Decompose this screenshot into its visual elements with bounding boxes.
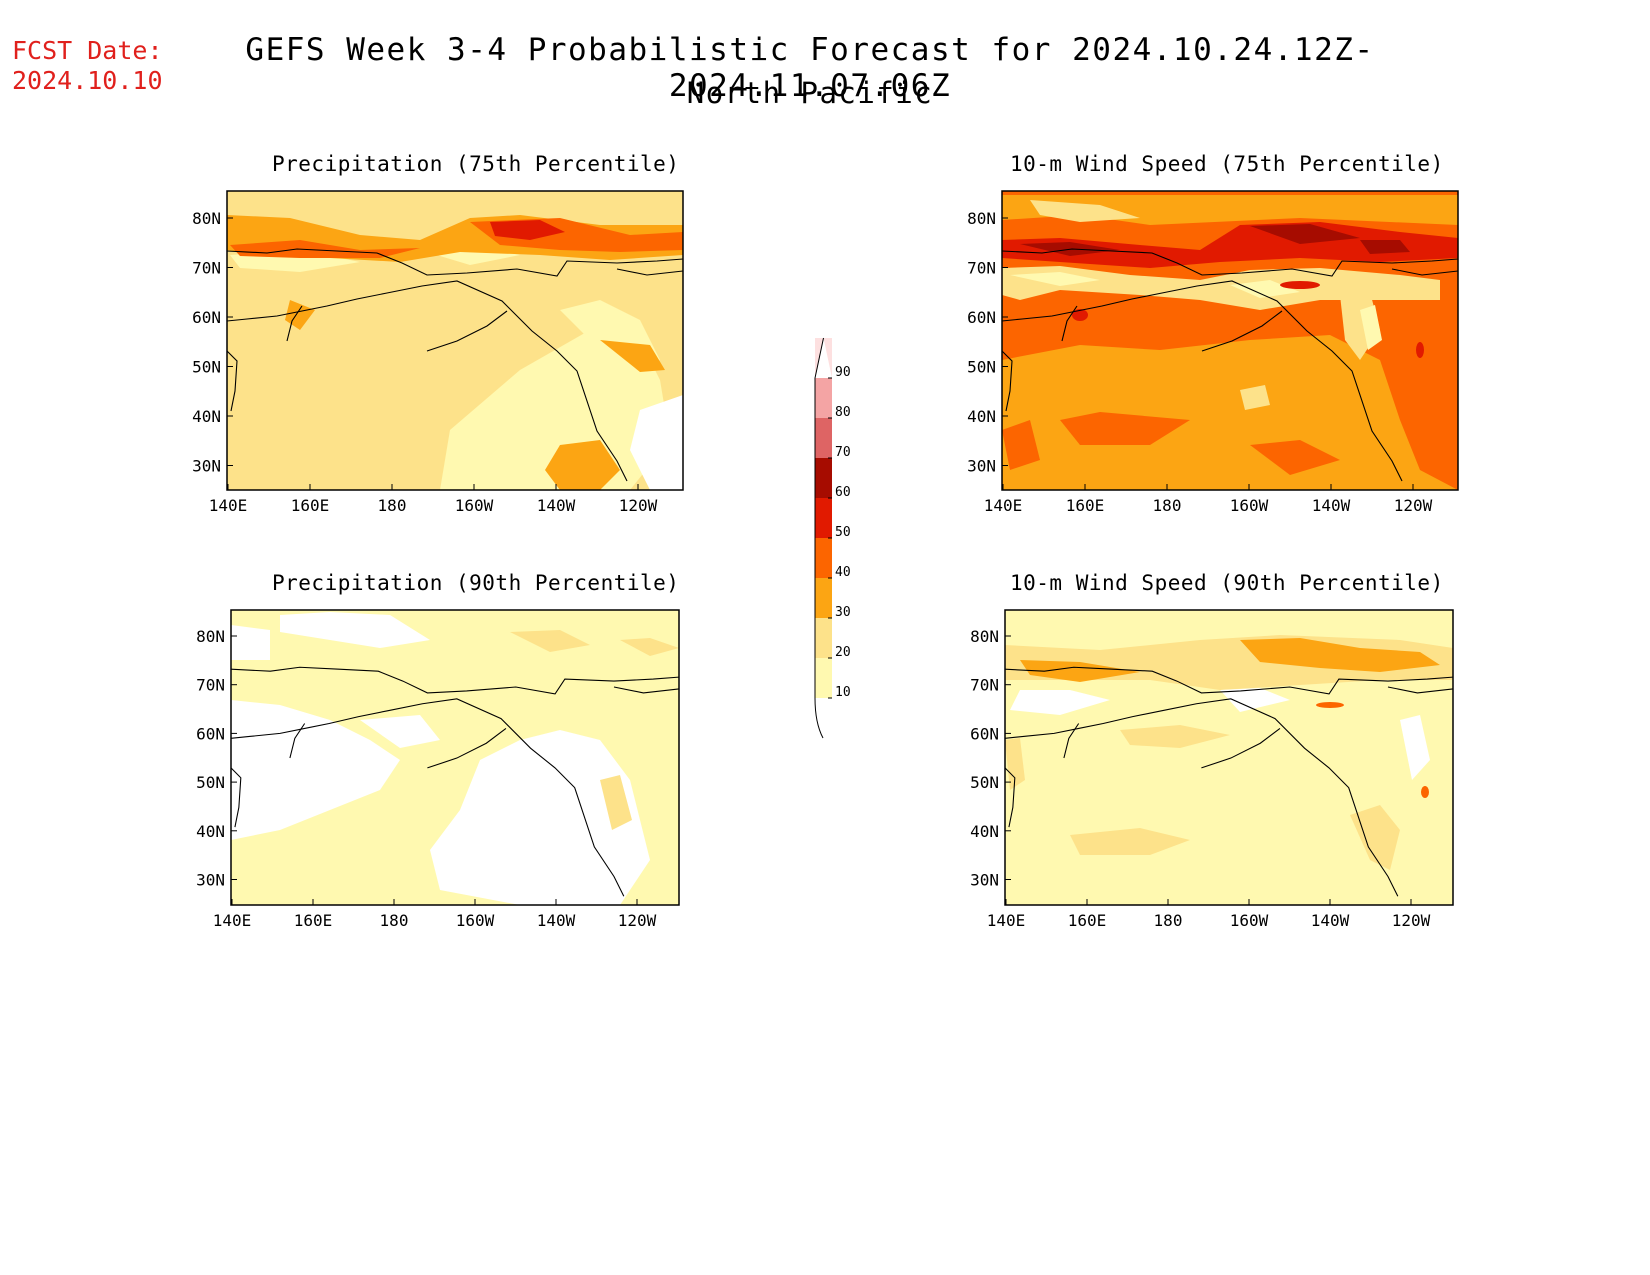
lat-tick-label: 50N bbox=[970, 773, 999, 792]
legend-outline bbox=[814, 337, 824, 739]
frame-precip-75th bbox=[226, 190, 684, 491]
lat-tick-label: 30N bbox=[196, 871, 225, 890]
legend-label: 60 bbox=[835, 485, 851, 500]
region-subtitle: North Pacific bbox=[686, 76, 934, 110]
lon-tick-label: 180 bbox=[380, 911, 409, 930]
frame-precip-90th bbox=[230, 609, 680, 906]
legend-label: 90 bbox=[835, 365, 851, 380]
legend-swatch bbox=[815, 618, 832, 658]
lat-tick-label: 30N bbox=[970, 871, 999, 890]
legend-label: 80 bbox=[835, 405, 851, 420]
frame-wind-75th bbox=[1001, 190, 1459, 491]
coastline-precip-75th bbox=[226, 248, 684, 482]
lon-tick-label: 140W bbox=[537, 496, 576, 515]
axis-labels: 140E 160E 180 160W 140W 120W 80N 70N 60N 50N 40N 30… bbox=[192, 209, 1433, 930]
lon-tick-label: 140W bbox=[537, 911, 576, 930]
legend-swatch bbox=[815, 378, 832, 418]
lat-tick-label: 60N bbox=[196, 724, 225, 743]
lon-tick-label: 120W bbox=[1394, 496, 1433, 515]
lon-tick-label: 160W bbox=[1230, 496, 1269, 515]
lon-tick-label: 140E bbox=[213, 911, 252, 930]
panel-title: Precipitation (90th Percentile) bbox=[272, 571, 680, 595]
precip-75th-field bbox=[227, 191, 683, 490]
coastline-wind-90th bbox=[1004, 666, 1453, 897]
lat-tick-label: 80N bbox=[192, 209, 221, 228]
frame-wind-90th bbox=[1004, 609, 1454, 906]
page-title: GEFS Week 3-4 Probabilistic Forecast for… bbox=[245, 32, 1375, 104]
lat-tick-label: 50N bbox=[196, 773, 225, 792]
legend-label: 20 bbox=[835, 645, 851, 660]
precip-90th-field bbox=[231, 610, 679, 905]
lat-tick-label: 30N bbox=[192, 457, 221, 476]
panel-title: Precipitation (75th Percentile) bbox=[272, 152, 680, 176]
lon-tick-label: 140E bbox=[209, 496, 248, 515]
lon-tick-label: 180 bbox=[378, 496, 407, 515]
lon-tick-label: 120W bbox=[619, 496, 658, 515]
lon-tick-label: 140W bbox=[1311, 911, 1350, 930]
lat-tick-label: 60N bbox=[970, 724, 999, 743]
lon-tick-label: 140E bbox=[987, 911, 1026, 930]
lat-tick-label: 40N bbox=[196, 822, 225, 841]
coastline-wind-75th bbox=[1001, 248, 1459, 482]
wind-75th-field bbox=[1002, 191, 1458, 490]
panel-title: 10-m Wind Speed (90th Percentile) bbox=[1010, 571, 1444, 595]
legend-label: 40 bbox=[835, 565, 851, 580]
legend-swatch bbox=[815, 658, 832, 698]
lat-tick-label: 50N bbox=[192, 358, 221, 377]
forecast-date-block: FCST Date: 2024.10.10 bbox=[12, 36, 163, 96]
lon-tick-label: 140E bbox=[984, 496, 1023, 515]
legend-label: 70 bbox=[835, 445, 851, 460]
map-frames bbox=[226, 190, 1459, 906]
forecast-date-label: FCST Date: bbox=[12, 36, 163, 65]
legend-label: 50 bbox=[835, 525, 851, 540]
lat-tick-label: 80N bbox=[970, 627, 999, 646]
lon-tick-label: 160W bbox=[456, 911, 495, 930]
lon-tick-label: 120W bbox=[618, 911, 657, 930]
lat-tick-label: 50N bbox=[967, 358, 996, 377]
lon-tick-label: 180 bbox=[1153, 496, 1182, 515]
panel-title: 10-m Wind Speed (75th Percentile) bbox=[1010, 152, 1444, 176]
legend-top-cap bbox=[815, 338, 832, 378]
lon-tick-label: 160W bbox=[1230, 911, 1269, 930]
legend-label: 30 bbox=[835, 605, 851, 620]
legend-label: 10 bbox=[835, 685, 851, 700]
color-legend: 10 20 30 40 50 60 70 80 90 bbox=[814, 337, 851, 739]
legend-swatch bbox=[815, 498, 832, 538]
coastline-precip-90th bbox=[230, 666, 679, 897]
coastlines bbox=[226, 248, 1459, 897]
lat-tick-label: 70N bbox=[192, 259, 221, 278]
lon-tick-label: 160E bbox=[1066, 496, 1105, 515]
lat-tick-label: 70N bbox=[967, 259, 996, 278]
lon-tick-label: 160W bbox=[455, 496, 494, 515]
lat-tick-label: 40N bbox=[192, 407, 221, 426]
legend-swatch bbox=[815, 418, 832, 458]
lat-tick-label: 80N bbox=[196, 627, 225, 646]
lat-tick-label: 80N bbox=[967, 209, 996, 228]
lon-tick-label: 120W bbox=[1392, 911, 1431, 930]
lon-tick-label: 180 bbox=[1154, 911, 1183, 930]
legend-swatch bbox=[815, 538, 832, 578]
lat-tick-label: 40N bbox=[970, 822, 999, 841]
lat-tick-label: 60N bbox=[967, 308, 996, 327]
lat-tick-label: 70N bbox=[970, 676, 999, 695]
lat-tick-label: 30N bbox=[967, 457, 996, 476]
legend-swatch bbox=[815, 578, 832, 618]
wind-90th-field bbox=[1005, 610, 1453, 905]
lon-tick-label: 140W bbox=[1312, 496, 1351, 515]
lon-tick-label: 160E bbox=[1068, 911, 1107, 930]
lat-tick-label: 40N bbox=[967, 407, 996, 426]
lat-tick-label: 70N bbox=[196, 676, 225, 695]
forecast-date-value: 2024.10.10 bbox=[12, 66, 163, 95]
lat-tick-label: 60N bbox=[192, 308, 221, 327]
legend-swatch bbox=[815, 458, 832, 498]
lon-tick-label: 160E bbox=[291, 496, 330, 515]
lon-tick-label: 160E bbox=[294, 911, 333, 930]
